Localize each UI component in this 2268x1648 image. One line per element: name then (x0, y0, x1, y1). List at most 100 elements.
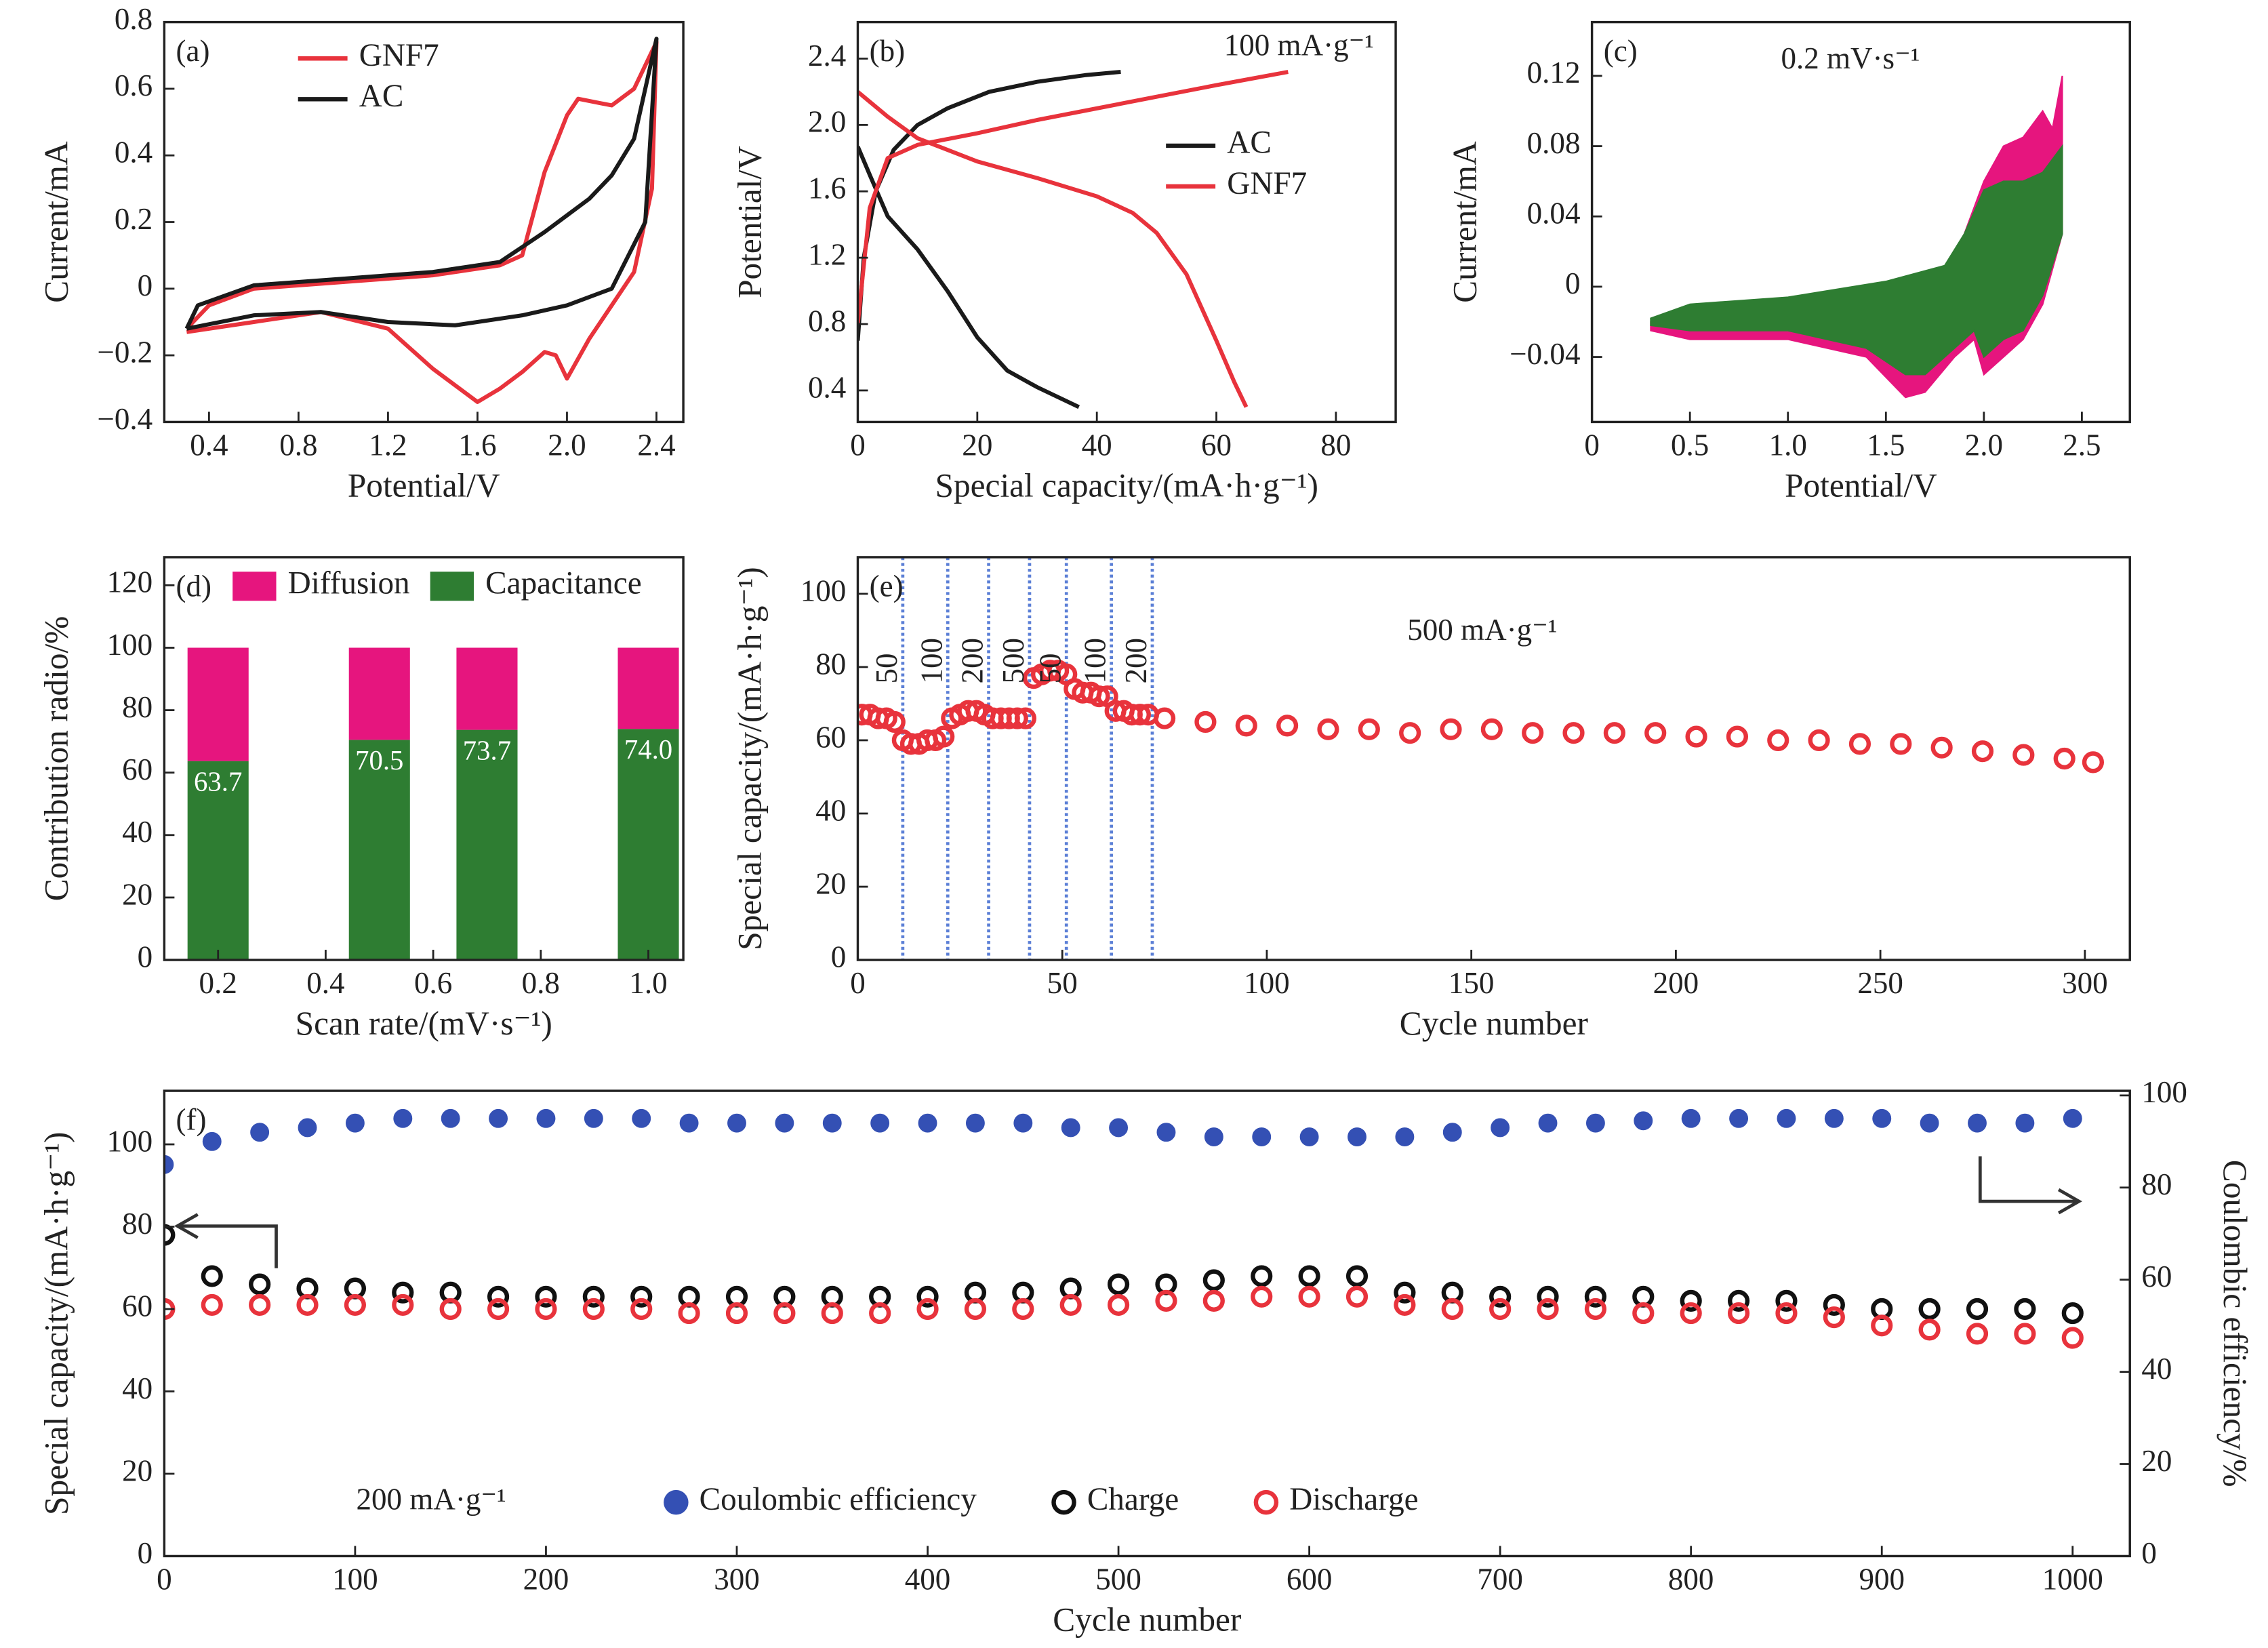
plot-frame (163, 556, 685, 961)
bar-segment (456, 729, 518, 961)
data-point (1727, 1302, 1750, 1325)
x-tick-label: 300 (714, 1562, 760, 1596)
x-tick-label: 200 (1653, 966, 1699, 1000)
data-point (202, 1131, 222, 1151)
y-tick-label: 60 (122, 752, 153, 786)
data-point (1013, 1113, 1033, 1133)
data-point (392, 1281, 414, 1304)
arrow-head (2057, 1188, 2082, 1215)
data-point (1348, 1127, 1366, 1146)
data-point (392, 1293, 414, 1317)
data-point (1059, 1293, 1082, 1317)
legend-swatch (232, 571, 277, 601)
bar-segment (348, 740, 410, 961)
series (857, 660, 2105, 773)
y2-tick-label: 20 (2141, 1444, 2172, 1478)
data-point (1251, 1285, 1273, 1308)
series (164, 1108, 2082, 1174)
y-tick-label: 40 (122, 815, 153, 849)
data-point (1767, 729, 1789, 752)
data-point (933, 725, 955, 748)
x-tick-label: 2.0 (548, 428, 586, 462)
x-tick-label: 0 (157, 1562, 172, 1596)
y-tick-label: 0.04 (1527, 197, 1581, 230)
x-tick-label: 0.6 (414, 966, 452, 1000)
y2-tick-label: 100 (2141, 1075, 2187, 1109)
data-point (916, 1298, 939, 1321)
data-point (1006, 707, 1028, 729)
legend-label: GNF7 (359, 38, 439, 73)
plot-frame (856, 20, 1397, 424)
plot-frame (856, 556, 2131, 961)
x-axis-label: Special capacity/(mA·h·g⁻¹) (935, 466, 1318, 504)
plot-area (1650, 75, 2063, 399)
data-point (821, 1302, 843, 1325)
series (164, 1224, 2084, 1325)
data-point (1251, 1265, 1273, 1287)
y2-tick-label: 40 (2141, 1352, 2172, 1386)
data-point (201, 1265, 223, 1287)
data-area (1650, 144, 2063, 376)
x-axis-label: Potential/V (348, 466, 500, 504)
data-point (1491, 1118, 1510, 1138)
data-point (1358, 718, 1380, 740)
legend-label: AC (1227, 125, 1272, 161)
rate-label: 100 (914, 638, 948, 684)
x-tick-label: 2.0 (1965, 428, 2003, 462)
data-point (2015, 1113, 2035, 1133)
y2-tick-label: 80 (2141, 1167, 2172, 1201)
data-point (1872, 1108, 1892, 1128)
panel-label: (d) (176, 569, 212, 603)
y-tick-label: −0.2 (98, 335, 153, 369)
data-point (201, 1293, 223, 1317)
y-tick-label: 2.4 (808, 39, 846, 73)
data-point (249, 1293, 271, 1317)
y-tick-label: 0.8 (808, 304, 846, 338)
data-point (1440, 718, 1462, 740)
data-point (727, 1113, 746, 1133)
data-point (632, 1108, 651, 1128)
data-point (1726, 725, 1749, 748)
data-point (1298, 1265, 1320, 1287)
bar-segment (456, 647, 518, 730)
data-point (1345, 1265, 1369, 1287)
rate-label: 50 (1033, 653, 1067, 683)
data-point (2014, 1323, 2036, 1345)
x-tick-label: 0.8 (279, 428, 317, 462)
y-axis-label: Current/mA (1446, 141, 1484, 303)
bar-segment (617, 647, 679, 729)
data-point (2061, 1302, 2084, 1325)
data-point (2053, 747, 2075, 770)
legend-label: Discharge (1289, 1482, 1418, 1517)
data-point (1194, 710, 1217, 733)
bar-value-label: 70.5 (355, 745, 403, 776)
data-point (1235, 715, 1257, 737)
data-point (536, 1108, 556, 1128)
data-point (164, 1224, 176, 1246)
data-point (1480, 718, 1503, 740)
data-line (184, 37, 659, 331)
data-point (487, 1285, 510, 1308)
data-point (630, 1298, 653, 1321)
y-tick-label: 2.0 (808, 105, 846, 139)
data-point (582, 1298, 605, 1321)
bar-segment (348, 647, 410, 740)
data-point (679, 1113, 699, 1133)
x-tick-label: 1.2 (369, 428, 407, 462)
y-tick-label: 0.4 (115, 136, 153, 169)
bar-segment (187, 761, 249, 961)
data-point (1317, 718, 1339, 740)
y-tick-label: 100 (107, 628, 153, 662)
panel: 0 0.5 1.0 1.5 2.0 2.5 −0.04 0 0.04 0.08 0.12 Potent… (1446, 20, 2131, 504)
data-point (1918, 1319, 1941, 1341)
y-tick-label: −0.04 (1510, 337, 1580, 371)
data-point (2061, 1327, 2084, 1349)
panel-label: (c) (1604, 34, 1638, 68)
x-tick-label: 900 (1859, 1562, 1905, 1596)
data-line (857, 70, 1289, 408)
data-point (296, 1293, 319, 1317)
y-axis-label: Special capacity/(mA·h·g⁻¹) (37, 1132, 75, 1515)
y-tick-label: 60 (815, 720, 846, 754)
x-tick-label: 0.5 (1671, 428, 1709, 462)
data-point (1871, 1314, 1893, 1337)
